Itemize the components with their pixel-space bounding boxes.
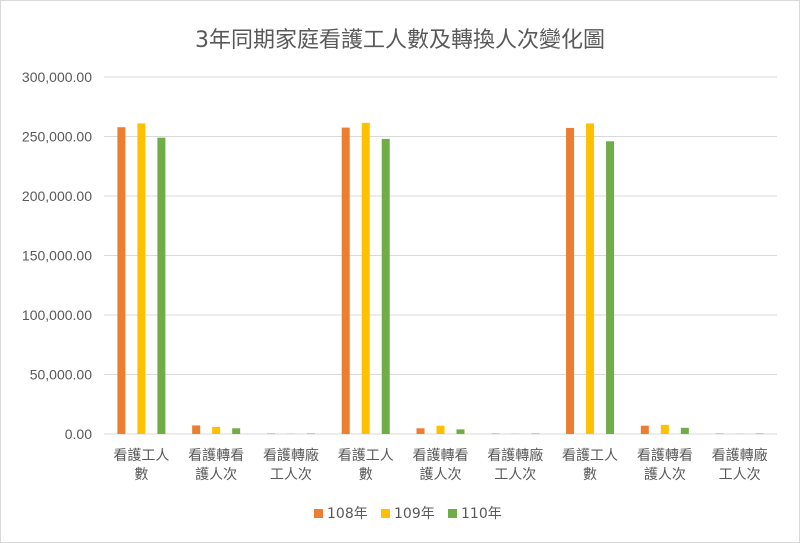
- x-tick-label: 看護轉看: [637, 448, 693, 464]
- y-tick-label: 200,000.00: [22, 188, 92, 204]
- bar: [381, 138, 390, 434]
- bar: [361, 122, 370, 434]
- x-tick-label: 工人次: [494, 467, 536, 483]
- legend: 108年 109年 110年: [314, 506, 502, 522]
- x-tick-label: 數: [359, 467, 373, 483]
- bar: [640, 425, 649, 434]
- bar: [137, 123, 146, 434]
- y-tick-label: 150,000.00: [22, 248, 92, 264]
- legend-swatch: [448, 509, 457, 518]
- bar: [286, 433, 295, 434]
- bar: [566, 127, 575, 434]
- bar: [755, 433, 764, 434]
- bar: [117, 127, 126, 434]
- x-tick-label: 看護轉廠: [712, 447, 768, 464]
- y-tick-label: 100,000.00: [22, 307, 92, 323]
- legend-label: 108年: [327, 506, 368, 522]
- y-tick-label: 250,000.00: [22, 129, 92, 145]
- legend-swatch: [314, 509, 323, 518]
- bar: [586, 123, 595, 434]
- bar: [212, 426, 221, 434]
- bar: [660, 424, 669, 434]
- legend-label: 110年: [461, 506, 502, 522]
- legend-label: 109年: [394, 506, 435, 522]
- x-tick-label: 看護工人: [113, 448, 169, 464]
- bar: [735, 433, 744, 434]
- y-tick-label: 50,000.00: [30, 367, 92, 383]
- x-tick-label: 護人次: [420, 467, 462, 483]
- y-tick-label: 300,000.00: [22, 69, 92, 85]
- bar: [192, 425, 201, 434]
- y-tick-label: 0.00: [65, 426, 92, 442]
- x-tick-label: 看護轉廠: [487, 447, 543, 464]
- x-tick-label: 工人次: [719, 467, 761, 483]
- bar: [341, 127, 350, 434]
- bar: [306, 433, 315, 434]
- bar: [456, 429, 465, 434]
- bar: [715, 433, 724, 434]
- x-tick-label: 看護轉看: [413, 448, 469, 464]
- bar: [157, 137, 166, 434]
- bar: [606, 141, 615, 434]
- bar: [680, 427, 689, 434]
- y-axis-tick-labels: 0.00 50,000.00 100,000.00 150,000.00 200,000…: [22, 69, 92, 442]
- x-tick-label: 數: [134, 467, 148, 483]
- bar: [531, 433, 540, 434]
- bar: [491, 433, 500, 434]
- x-tick-label: 看護工人: [338, 448, 394, 464]
- gridlines: [104, 76, 777, 435]
- legend-swatch: [381, 509, 390, 518]
- x-tick-label: 看護轉廠: [263, 447, 319, 464]
- bar: [436, 425, 445, 434]
- x-tick-label: 看護轉看: [188, 448, 244, 464]
- bar: [416, 428, 425, 434]
- chart-title: 3年同期家庭看護工人數及轉換人次變化圖: [195, 28, 605, 53]
- bar: [266, 433, 275, 434]
- bars: [117, 122, 764, 434]
- x-tick-label: 看護工人: [562, 448, 618, 464]
- x-tick-label: 數: [583, 467, 597, 483]
- x-tick-label: 護人次: [195, 467, 237, 483]
- bar: [232, 428, 241, 434]
- x-tick-label: 工人次: [270, 467, 312, 483]
- bar: [511, 433, 520, 434]
- x-tick-label: 護人次: [644, 467, 686, 483]
